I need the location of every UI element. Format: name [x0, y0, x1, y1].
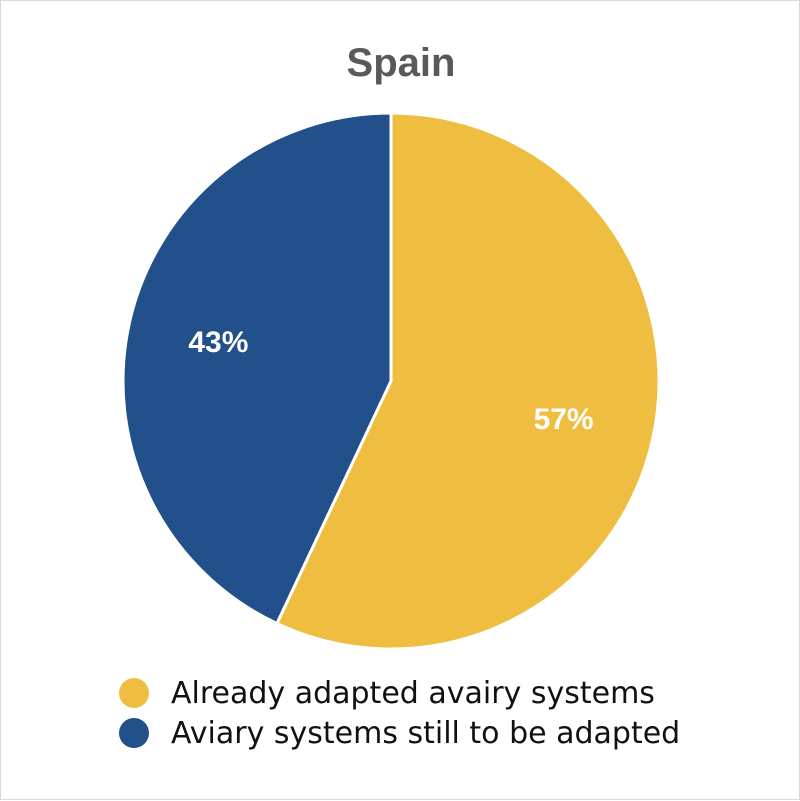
chart-title: Spain	[346, 41, 456, 85]
legend-item-already-adapted: Already adapted avairy systems	[119, 673, 680, 713]
legend-swatch-still-to-adapt	[119, 718, 149, 748]
legend-label-still-to-adapt: Aviary systems still to be adapted	[171, 715, 681, 751]
pie-slice-still-to-adapt	[121, 111, 393, 625]
data-label-still-to-adapt: 43%	[188, 326, 248, 359]
legend: Already adapted avairy systems Aviary sy…	[119, 673, 680, 753]
legend-swatch-already-adapted	[119, 678, 149, 708]
data-label-already-adapted: 57%	[534, 403, 594, 436]
pie-slices	[121, 111, 661, 651]
legend-item-still-to-adapt: Aviary systems still to be adapted	[119, 713, 680, 753]
legend-label-already-adapted: Already adapted avairy systems	[171, 675, 655, 711]
pie-slice-already-adapted	[275, 111, 661, 651]
pie-data-labels: 57% 43%	[188, 326, 593, 436]
